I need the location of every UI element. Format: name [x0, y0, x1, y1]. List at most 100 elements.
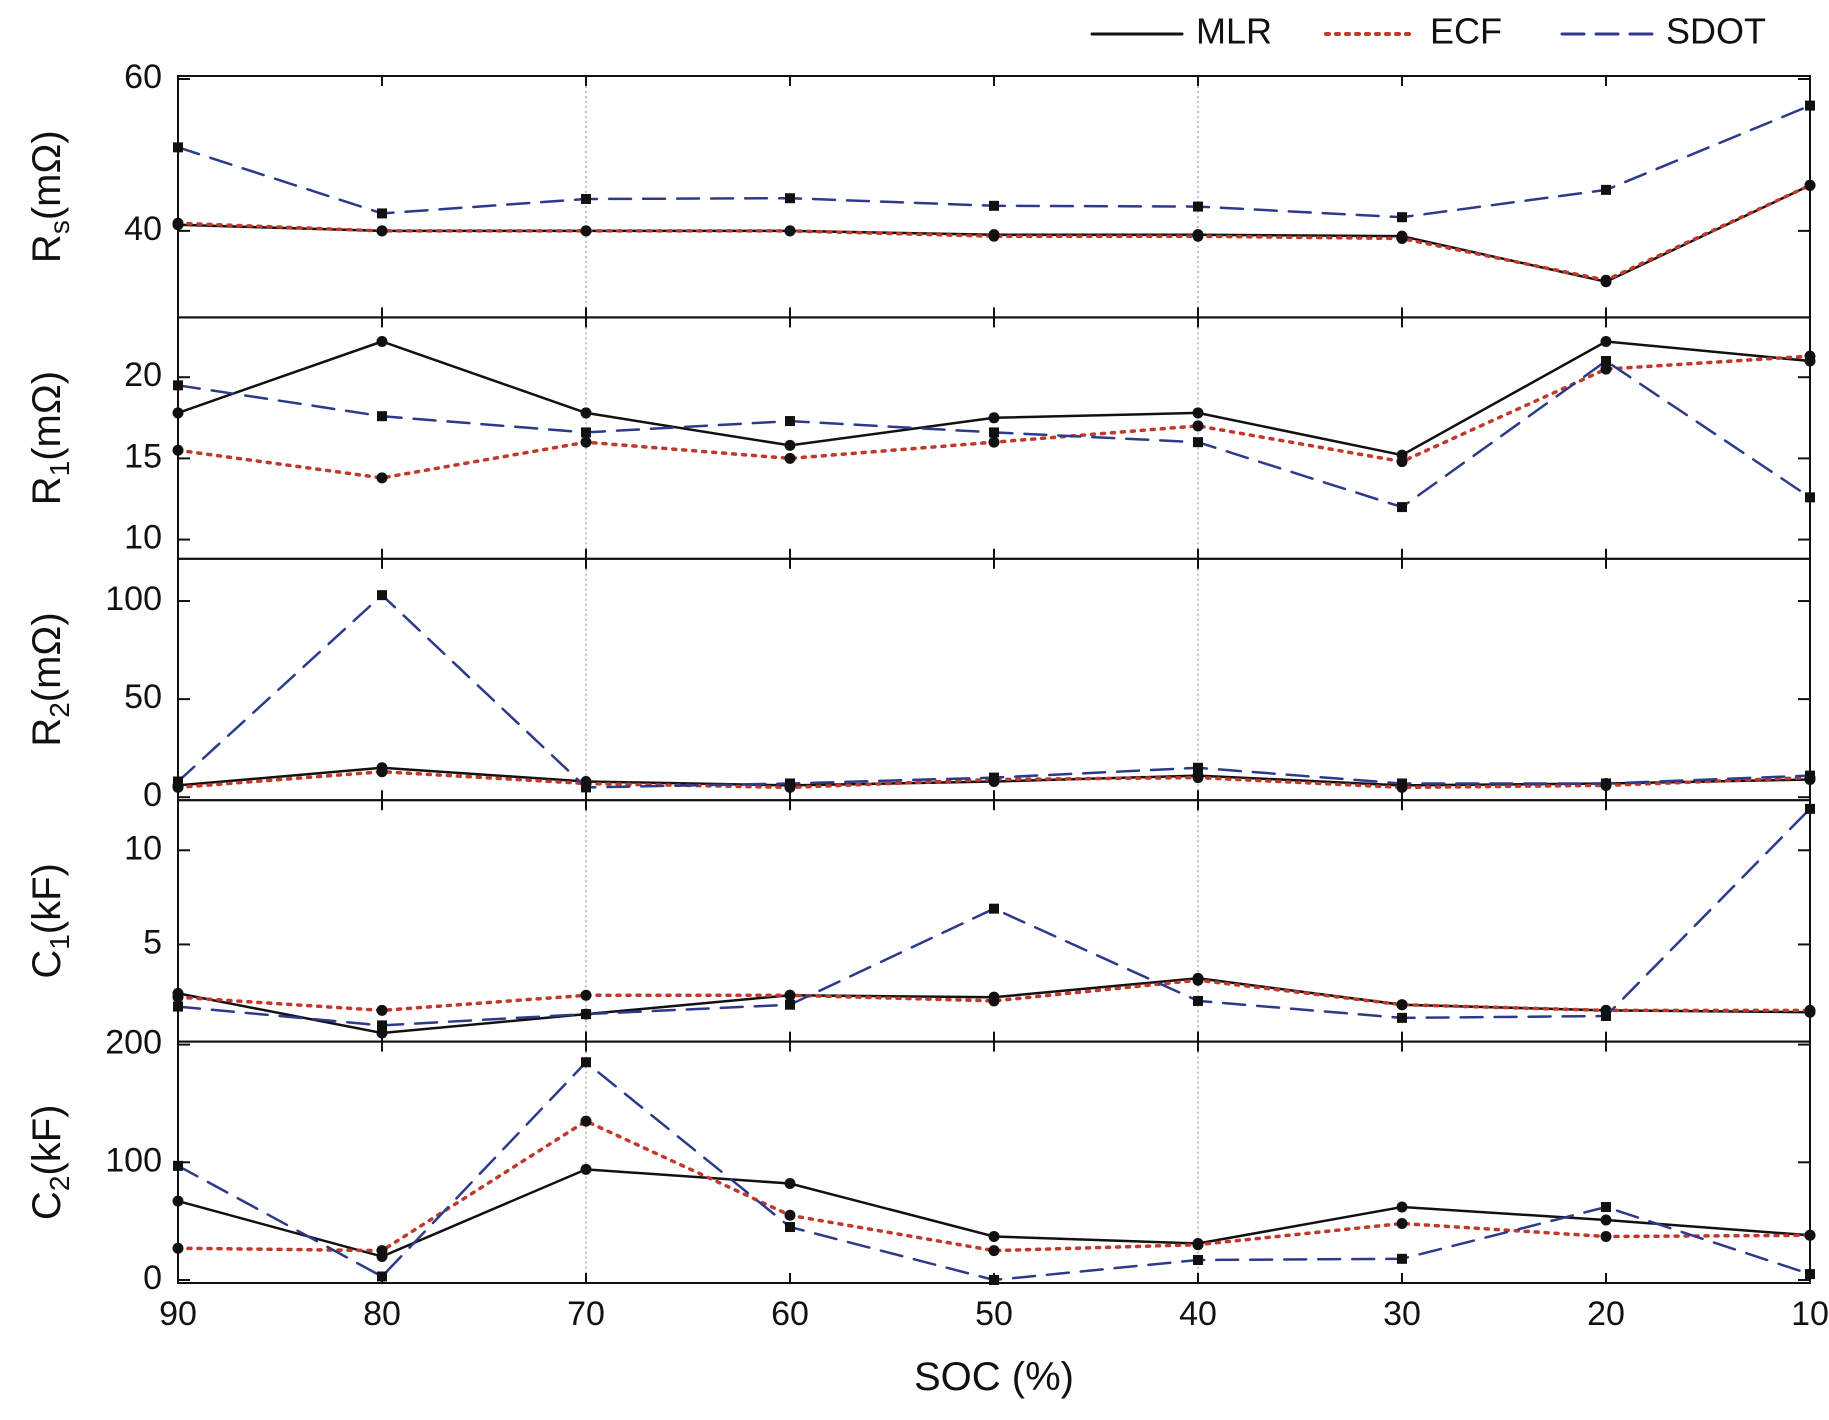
series-line-ecf: [176, 769, 1812, 790]
panel-r2: 0 50 100 R2(mΩ): [25, 557, 1816, 814]
data-point-ecf: [784, 452, 796, 464]
data-point-sdot: [581, 427, 591, 438]
data-point-ecf: [1804, 350, 1816, 362]
data-point-sdot: [1193, 437, 1203, 448]
data-point-sdot: [1601, 778, 1611, 789]
data-point-sdot: [1601, 1202, 1611, 1213]
data-point-ecf: [376, 472, 388, 484]
data-point-sdot: [989, 1275, 999, 1285]
y-tick-label: 100: [105, 1141, 162, 1179]
data-point-sdot: [1193, 1254, 1203, 1265]
series-line-mlr: [176, 1168, 1812, 1258]
legend-label-ecf: ECF: [1430, 11, 1502, 52]
data-point-sdot: [1601, 184, 1611, 195]
data-point-ecf: [580, 989, 592, 1001]
panel-frame: [177, 75, 1811, 319]
data-point-sdot: [1805, 770, 1815, 781]
data-point-sdot: [377, 1271, 387, 1282]
data-point-mlr: [172, 1195, 184, 1207]
data-point-sdot: [785, 193, 795, 204]
data-point-sdot: [1397, 1012, 1407, 1023]
y-tick-label: 15: [124, 437, 162, 475]
data-point-ecf: [988, 436, 1000, 448]
series-line-ecf: [176, 978, 1812, 1013]
data-point-ecf: [376, 225, 388, 237]
data-point-ecf: [580, 436, 592, 448]
data-point-mlr: [580, 1163, 592, 1175]
data-point-ecf: [376, 1004, 388, 1016]
y-tick-label: 10: [124, 829, 162, 867]
data-point-mlr: [988, 412, 1000, 424]
data-point-sdot: [989, 427, 999, 438]
data-point-ecf: [1396, 232, 1408, 244]
y-axis-title: Rs(mΩ): [25, 130, 75, 263]
data-point-ecf: [1192, 420, 1204, 432]
data-point-sdot: [173, 142, 183, 153]
data-point-ecf: [784, 989, 796, 1001]
data-point-mlr: [1600, 336, 1612, 348]
data-point-mlr: [376, 336, 388, 348]
x-tick-label: 80: [363, 1295, 401, 1333]
data-point-sdot: [1805, 803, 1815, 814]
data-point-sdot: [1601, 1011, 1611, 1022]
data-point-ecf: [376, 1245, 388, 1257]
data-point-mlr: [580, 407, 592, 419]
data-point-sdot: [989, 200, 999, 211]
data-point-ecf: [1192, 1239, 1204, 1251]
data-point-sdot: [1397, 778, 1407, 789]
data-point-sdot: [989, 903, 999, 914]
x-tick-label: 30: [1383, 1295, 1421, 1333]
data-point-ecf: [580, 225, 592, 237]
data-point-ecf: [172, 991, 184, 1003]
data-point-sdot: [1805, 100, 1815, 111]
data-point-ecf: [988, 995, 1000, 1007]
y-axis-title: R1(mΩ): [25, 371, 75, 505]
data-point-sdot: [1193, 201, 1203, 212]
data-point-sdot: [1397, 1253, 1407, 1264]
data-point-ecf: [1600, 274, 1612, 286]
data-point-mlr: [784, 1177, 796, 1189]
legend: MLR ECF SDOT: [1090, 11, 1766, 52]
data-point-ecf: [1804, 1229, 1816, 1241]
data-point-sdot: [785, 416, 795, 427]
x-tick-label: 20: [1587, 1295, 1625, 1333]
data-point-sdot: [1397, 212, 1407, 223]
data-point-mlr: [988, 1230, 1000, 1242]
panel-r1: 10 15 20 R1(mΩ): [25, 316, 1816, 560]
data-point-ecf: [1192, 230, 1204, 242]
data-point-sdot: [1193, 762, 1203, 773]
y-tick-label: 10: [124, 519, 162, 557]
series-line-sdot: [176, 593, 1812, 789]
y-tick-label: 40: [124, 210, 162, 248]
data-point-sdot: [581, 1057, 591, 1068]
x-tick-label: 10: [1791, 1295, 1829, 1333]
x-tick-label: 70: [567, 1295, 605, 1333]
data-point-sdot: [785, 1222, 795, 1233]
y-axis-title: C1(kF): [25, 863, 75, 979]
y-tick-label: 5: [143, 923, 162, 961]
legend-label-sdot: SDOT: [1666, 11, 1766, 52]
data-point-ecf: [1600, 363, 1612, 375]
data-point-sdot: [377, 590, 387, 601]
y-axis-title: C2(kF): [25, 1105, 75, 1221]
y-tick-label: 100: [105, 580, 162, 618]
data-point-ecf: [172, 1242, 184, 1254]
data-point-ecf: [580, 1115, 592, 1127]
x-tick-label: 90: [159, 1295, 197, 1333]
data-point-ecf: [784, 225, 796, 237]
data-point-ecf: [1396, 456, 1408, 468]
data-point-sdot: [377, 411, 387, 422]
data-point-ecf: [1804, 179, 1816, 191]
x-tick-label: 40: [1179, 1295, 1217, 1333]
data-point-sdot: [1397, 502, 1407, 513]
data-point-ecf: [1396, 1218, 1408, 1230]
panel-c2: 0 100 200 C2(kF): [25, 1024, 1816, 1297]
data-point-sdot: [1805, 492, 1815, 503]
data-point-ecf: [172, 217, 184, 229]
x-tick-label: 60: [771, 1295, 809, 1333]
data-point-sdot: [173, 776, 183, 787]
data-point-sdot: [173, 1001, 183, 1012]
data-point-sdot: [581, 193, 591, 204]
